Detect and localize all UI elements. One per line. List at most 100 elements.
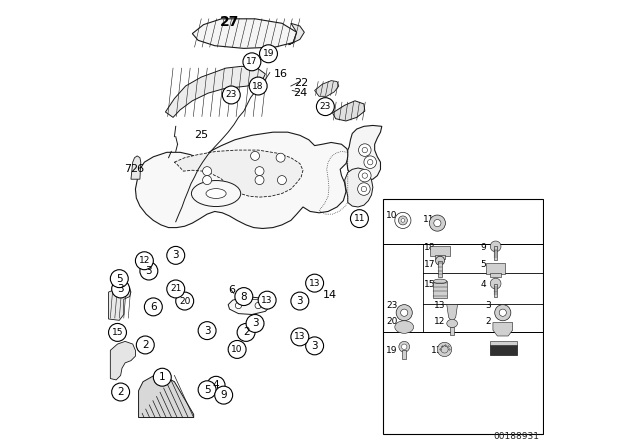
Circle shape bbox=[198, 322, 216, 340]
Polygon shape bbox=[192, 19, 297, 48]
Circle shape bbox=[255, 167, 264, 176]
Circle shape bbox=[249, 77, 267, 95]
Circle shape bbox=[306, 337, 324, 355]
Circle shape bbox=[235, 288, 253, 306]
FancyBboxPatch shape bbox=[438, 261, 442, 277]
Circle shape bbox=[437, 342, 452, 357]
Text: 11: 11 bbox=[354, 214, 365, 223]
Ellipse shape bbox=[447, 319, 458, 327]
Circle shape bbox=[255, 302, 261, 309]
Polygon shape bbox=[333, 101, 365, 121]
Polygon shape bbox=[344, 168, 373, 207]
Text: 18: 18 bbox=[252, 82, 264, 90]
Circle shape bbox=[198, 381, 216, 399]
Text: 3: 3 bbox=[252, 319, 259, 328]
Circle shape bbox=[358, 183, 370, 195]
Circle shape bbox=[396, 305, 412, 321]
Circle shape bbox=[109, 323, 127, 341]
Text: 25: 25 bbox=[194, 130, 209, 140]
Text: 9: 9 bbox=[481, 243, 486, 252]
FancyBboxPatch shape bbox=[433, 281, 447, 298]
FancyBboxPatch shape bbox=[435, 255, 445, 259]
Polygon shape bbox=[228, 297, 270, 314]
Circle shape bbox=[436, 256, 445, 265]
Circle shape bbox=[136, 252, 154, 270]
Circle shape bbox=[246, 314, 264, 332]
Circle shape bbox=[258, 291, 276, 309]
Circle shape bbox=[362, 173, 367, 178]
FancyBboxPatch shape bbox=[494, 246, 497, 260]
Circle shape bbox=[401, 344, 407, 349]
Polygon shape bbox=[447, 305, 458, 323]
Polygon shape bbox=[347, 125, 382, 180]
Text: 3: 3 bbox=[311, 341, 318, 351]
Text: 26: 26 bbox=[130, 164, 144, 174]
Text: 5: 5 bbox=[204, 385, 211, 395]
Polygon shape bbox=[138, 375, 194, 418]
Text: 3: 3 bbox=[296, 296, 303, 306]
Text: 2: 2 bbox=[142, 340, 148, 350]
Polygon shape bbox=[131, 156, 141, 179]
Circle shape bbox=[140, 262, 158, 280]
Text: 2: 2 bbox=[117, 387, 124, 397]
Circle shape bbox=[255, 176, 264, 185]
Polygon shape bbox=[315, 81, 339, 96]
FancyBboxPatch shape bbox=[494, 284, 497, 297]
Circle shape bbox=[351, 210, 369, 228]
Circle shape bbox=[316, 98, 334, 116]
Circle shape bbox=[395, 212, 411, 228]
Text: 3: 3 bbox=[172, 250, 179, 260]
Polygon shape bbox=[136, 132, 349, 228]
Circle shape bbox=[207, 376, 225, 394]
Text: 15: 15 bbox=[424, 280, 435, 289]
FancyBboxPatch shape bbox=[486, 263, 506, 274]
Text: 13: 13 bbox=[261, 296, 273, 305]
Text: 12: 12 bbox=[435, 317, 445, 326]
Text: 23: 23 bbox=[320, 102, 331, 111]
Polygon shape bbox=[109, 286, 131, 320]
Circle shape bbox=[367, 159, 373, 165]
Text: 3: 3 bbox=[117, 284, 124, 294]
Circle shape bbox=[136, 336, 154, 354]
Text: 16: 16 bbox=[273, 69, 287, 79]
Text: 23: 23 bbox=[226, 90, 237, 99]
FancyBboxPatch shape bbox=[490, 273, 501, 277]
Text: 15: 15 bbox=[112, 328, 124, 337]
FancyBboxPatch shape bbox=[430, 246, 450, 256]
Circle shape bbox=[250, 151, 260, 160]
Text: 23: 23 bbox=[387, 301, 397, 310]
Text: 3: 3 bbox=[145, 266, 152, 276]
Ellipse shape bbox=[395, 321, 413, 333]
Circle shape bbox=[401, 309, 408, 316]
Text: 00188931: 00188931 bbox=[493, 432, 540, 441]
Circle shape bbox=[429, 215, 445, 231]
Circle shape bbox=[361, 186, 367, 192]
Text: 4: 4 bbox=[481, 280, 486, 289]
Circle shape bbox=[362, 147, 367, 153]
Text: 13: 13 bbox=[309, 279, 321, 288]
Text: 7: 7 bbox=[124, 164, 131, 174]
Circle shape bbox=[111, 280, 129, 298]
Circle shape bbox=[364, 156, 376, 168]
Polygon shape bbox=[289, 23, 305, 45]
Text: 2: 2 bbox=[485, 317, 490, 326]
Text: 20: 20 bbox=[387, 317, 397, 326]
Text: 10: 10 bbox=[232, 345, 243, 354]
FancyBboxPatch shape bbox=[383, 199, 543, 434]
Circle shape bbox=[236, 302, 241, 309]
Circle shape bbox=[398, 216, 408, 225]
Circle shape bbox=[306, 274, 324, 292]
Circle shape bbox=[154, 368, 172, 386]
Polygon shape bbox=[165, 66, 266, 117]
Text: 13: 13 bbox=[435, 301, 445, 310]
Circle shape bbox=[490, 278, 501, 289]
Text: 3: 3 bbox=[485, 301, 491, 310]
Circle shape bbox=[260, 45, 278, 63]
Circle shape bbox=[167, 246, 185, 264]
Text: 8: 8 bbox=[241, 292, 247, 302]
Circle shape bbox=[243, 53, 261, 71]
FancyBboxPatch shape bbox=[403, 350, 406, 359]
Text: 21: 21 bbox=[170, 284, 181, 293]
Circle shape bbox=[399, 341, 410, 352]
Text: 17: 17 bbox=[424, 260, 435, 269]
